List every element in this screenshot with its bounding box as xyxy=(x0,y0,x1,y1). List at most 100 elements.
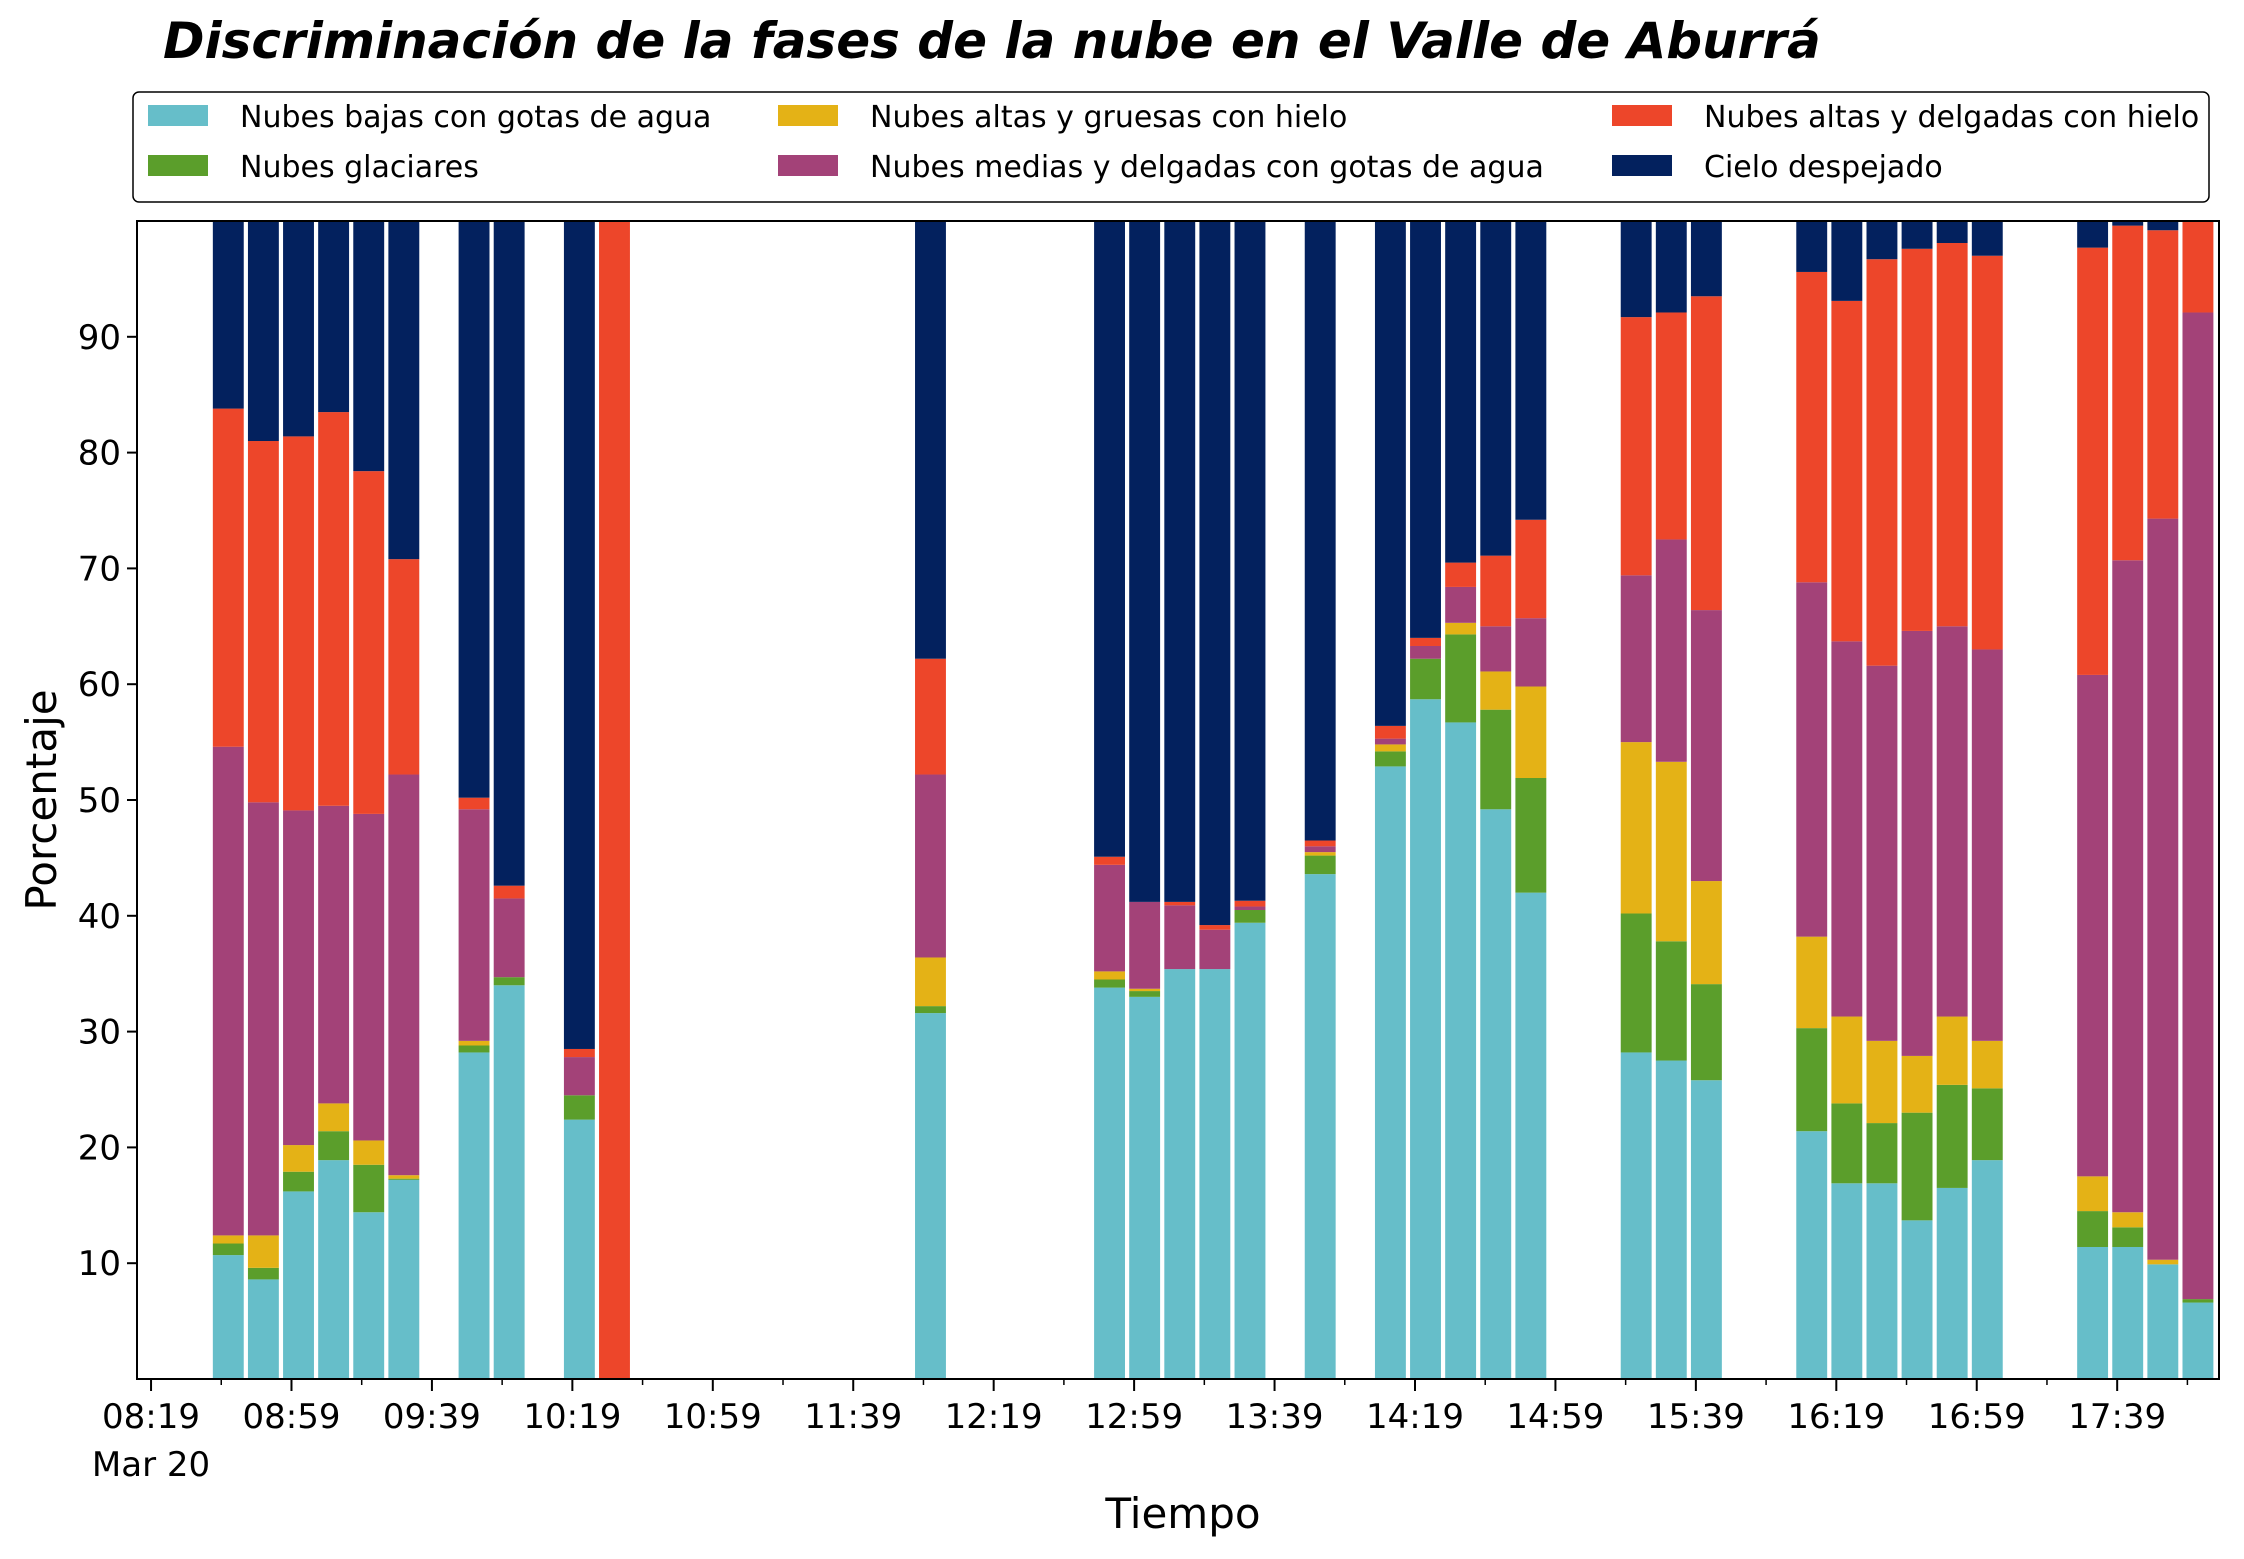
x-tick-label: 17:39 xyxy=(2068,1397,2166,1437)
bar-segment xyxy=(1374,725,1406,739)
bar-segment xyxy=(1796,221,1828,272)
bar-segment xyxy=(1901,248,1933,631)
x-tick-label: 12:19 xyxy=(945,1397,1043,1437)
bar-segment xyxy=(1936,1016,1968,1085)
bar-segment xyxy=(1304,855,1336,875)
bar-segment xyxy=(563,221,595,1049)
bar-segment xyxy=(1866,221,1898,260)
x-tick-label: 08:59 xyxy=(242,1397,340,1437)
bar-segment xyxy=(2112,225,2144,561)
bar-segment xyxy=(1796,582,1828,937)
bar-segment xyxy=(458,797,490,810)
bar-segment xyxy=(2147,518,2179,1260)
legend-swatch xyxy=(778,105,838,126)
bar-segment xyxy=(388,221,420,560)
bar-segment xyxy=(353,1164,385,1213)
y-axis-label: Porcentaje xyxy=(17,689,66,910)
bar-segment xyxy=(1620,317,1652,576)
bar-segment xyxy=(318,221,350,413)
bar-segment xyxy=(458,1045,490,1053)
legend-swatch xyxy=(1612,105,1672,126)
y-tick-label: 40 xyxy=(78,897,121,937)
bar-segment xyxy=(283,221,314,437)
bar-segment xyxy=(1374,744,1406,752)
bar-segment xyxy=(1129,221,1161,902)
bar-segment xyxy=(1234,922,1266,1379)
bar-segment xyxy=(247,221,279,442)
bar-segment xyxy=(1304,221,1336,841)
bar-segment xyxy=(1690,984,1722,1081)
bar-segment xyxy=(1936,626,1968,1017)
bar-segment xyxy=(2077,1246,2109,1379)
bar-segment xyxy=(1901,1220,1933,1379)
bar-segment xyxy=(563,1057,595,1096)
bar-segment xyxy=(353,1212,385,1379)
bar-segment xyxy=(1094,987,1125,1379)
bar-segment xyxy=(1199,925,1231,930)
bar-segment xyxy=(1094,979,1125,988)
bar-segment xyxy=(2077,1211,2109,1247)
bar-segment xyxy=(1655,312,1687,540)
bar-segment xyxy=(1374,751,1406,767)
legend-swatch xyxy=(778,155,838,176)
bar-segment xyxy=(388,1175,420,1179)
bar-segment xyxy=(1445,562,1477,587)
bar-segment xyxy=(915,957,946,1007)
bar-segment xyxy=(1866,1040,1898,1124)
bar-segment xyxy=(915,774,946,958)
bar-segment xyxy=(1620,575,1652,743)
bar-segment xyxy=(1480,221,1512,556)
bar-segment xyxy=(1199,221,1231,926)
bar-segment xyxy=(212,221,244,409)
bar-segment xyxy=(1374,221,1406,726)
bar-segment xyxy=(1094,864,1125,972)
bar-segment xyxy=(2077,221,2109,248)
bar-segment xyxy=(2182,312,2214,1300)
bar-segment xyxy=(458,1040,490,1046)
bar-segment xyxy=(1304,852,1336,856)
bar-segment xyxy=(915,221,946,659)
bar-segment xyxy=(1199,929,1231,970)
bar-segment xyxy=(1515,686,1547,778)
bar-segment xyxy=(1901,1055,1933,1113)
x-tick-label: 13:39 xyxy=(1226,1397,1324,1437)
bar-segment xyxy=(388,559,420,775)
bar-segment xyxy=(1796,271,1828,583)
bar-segment xyxy=(458,809,490,1041)
bar-segment xyxy=(1690,881,1722,985)
x-tick-label: 08:19 xyxy=(102,1397,200,1437)
bar-segment xyxy=(388,1179,420,1379)
bar-segment xyxy=(2182,221,2214,313)
bar-segment xyxy=(458,1052,490,1379)
bar-segment xyxy=(1304,846,1336,853)
bar-segment xyxy=(1374,766,1406,1379)
bar-segment xyxy=(1410,637,1441,646)
bar-segment xyxy=(283,810,314,1146)
bar-segment xyxy=(1445,622,1477,635)
bar-segment xyxy=(1936,221,1968,243)
y-tick-label: 50 xyxy=(78,781,121,821)
bar-segment xyxy=(1796,936,1828,1029)
bar-segment xyxy=(563,1048,595,1058)
bar-segment xyxy=(493,221,525,886)
bar-segment xyxy=(1971,1160,2003,1379)
bar-segment xyxy=(1655,1060,1687,1379)
bar-segment xyxy=(1304,874,1336,1379)
bar-segment xyxy=(353,1140,385,1165)
bar-segment xyxy=(1971,255,2003,650)
bar-segment xyxy=(1480,709,1512,810)
bar-segment xyxy=(1129,901,1161,989)
bar-segment xyxy=(1480,809,1512,1379)
x-tick-label: 14:59 xyxy=(1506,1397,1604,1437)
bar-segment xyxy=(1164,901,1196,906)
bar-segment xyxy=(493,977,525,986)
bar-segment xyxy=(915,1013,946,1379)
x-tick-sublabel: Mar 20 xyxy=(92,1445,210,1485)
bar-segment xyxy=(1129,988,1161,992)
legend-swatch xyxy=(1612,155,1672,176)
legend-label: Cielo despejado xyxy=(1704,150,1943,185)
legend-label: Nubes medias y delgadas con gotas de agu… xyxy=(870,150,1544,185)
bar-segment xyxy=(1515,221,1547,520)
bar-segment xyxy=(2077,674,2109,1177)
